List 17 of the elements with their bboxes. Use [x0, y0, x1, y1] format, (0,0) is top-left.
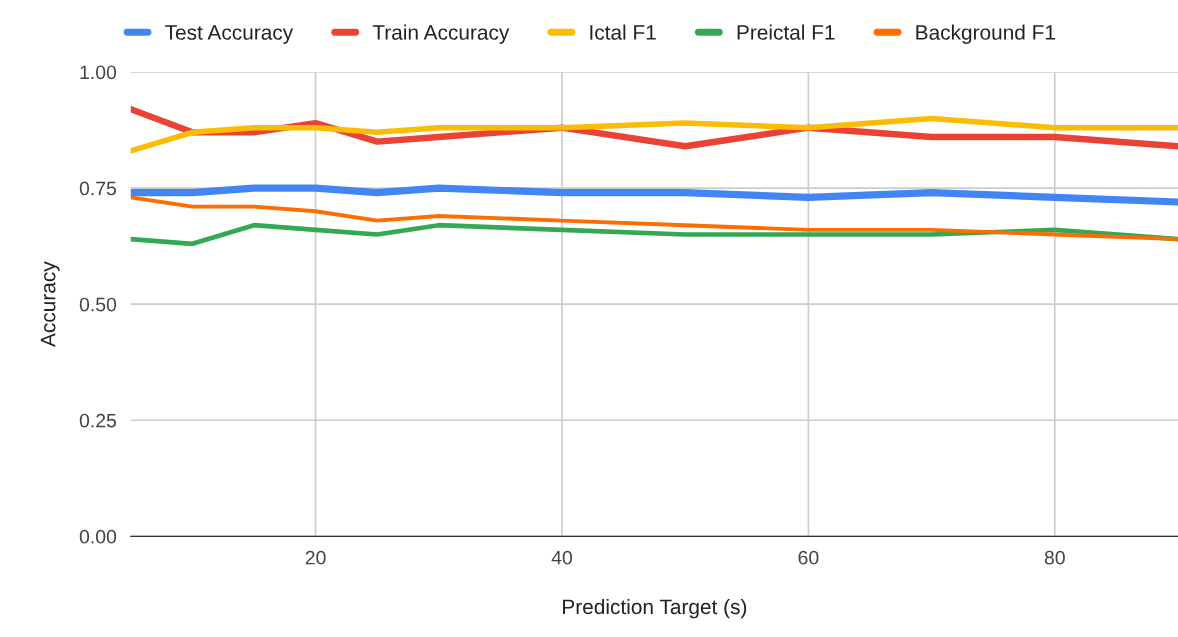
x-tick-label: 20 — [305, 550, 326, 565]
x-tick-label: 60 — [798, 550, 819, 565]
line-series — [130, 195, 1178, 242]
legend-label: Test Accuracy — [165, 25, 294, 44]
x-tick-label: 40 — [551, 550, 573, 565]
y-tick-label: 1.00 — [80, 65, 117, 80]
legend-label: Train Accuracy — [372, 24, 510, 44]
y-tick-label: 0.00 — [79, 529, 117, 544]
y-axis-title: Accuracy — [40, 261, 60, 347]
x-axis-title: Prediction Target (s) — [563, 598, 747, 619]
y-tick-label: 0.25 — [79, 413, 117, 428]
legend-label: Ictal F1 — [590, 24, 656, 40]
x-tick-label: 80 — [1044, 550, 1065, 565]
y-tick-label: 0.75 — [79, 181, 117, 196]
legend-label: Background F1 — [916, 24, 1055, 44]
y-tick-label: 0.50 — [79, 297, 117, 312]
legend-label: Preictal F1 — [737, 24, 835, 40]
